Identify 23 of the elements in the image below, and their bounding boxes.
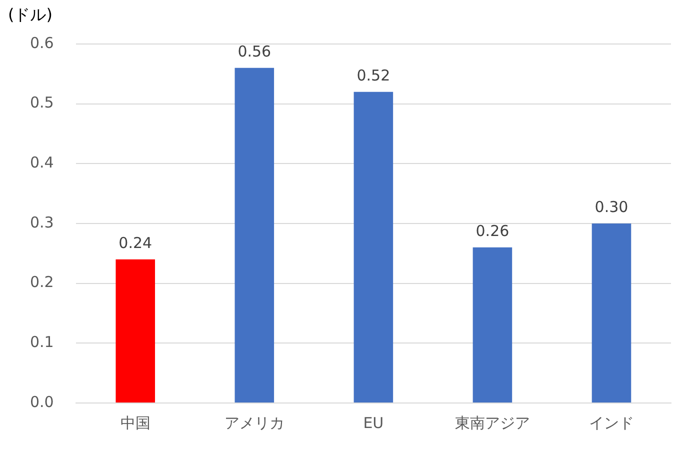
data-label: 0.56	[238, 42, 272, 60]
y-tick-label: 0.2	[30, 273, 54, 292]
y-axis-title: (ドル)	[8, 5, 52, 24]
data-label: 0.24	[118, 234, 152, 252]
y-tick-label: 0.6	[30, 34, 54, 52]
y-tick-label: 0.3	[30, 213, 54, 232]
y-tick-label: 0.0	[30, 392, 54, 411]
x-tick-label: アメリカ	[224, 414, 284, 432]
bar	[234, 68, 274, 402]
x-tick-label: 東南アジア	[454, 414, 530, 432]
y-tick-label: 0.1	[30, 333, 54, 352]
x-tick-label: 中国	[120, 414, 150, 432]
x-tick-label: EU	[363, 414, 384, 432]
bar	[472, 247, 512, 402]
bar	[116, 259, 156, 402]
data-label: 0.26	[476, 222, 510, 240]
data-label: 0.52	[356, 66, 390, 84]
bar	[592, 224, 632, 402]
x-tick-label: インド	[588, 414, 634, 432]
y-tick-label: 0.5	[30, 94, 54, 112]
bar	[354, 92, 394, 402]
data-label: 0.30	[594, 198, 628, 216]
y-tick-label: 0.4	[30, 154, 54, 172]
